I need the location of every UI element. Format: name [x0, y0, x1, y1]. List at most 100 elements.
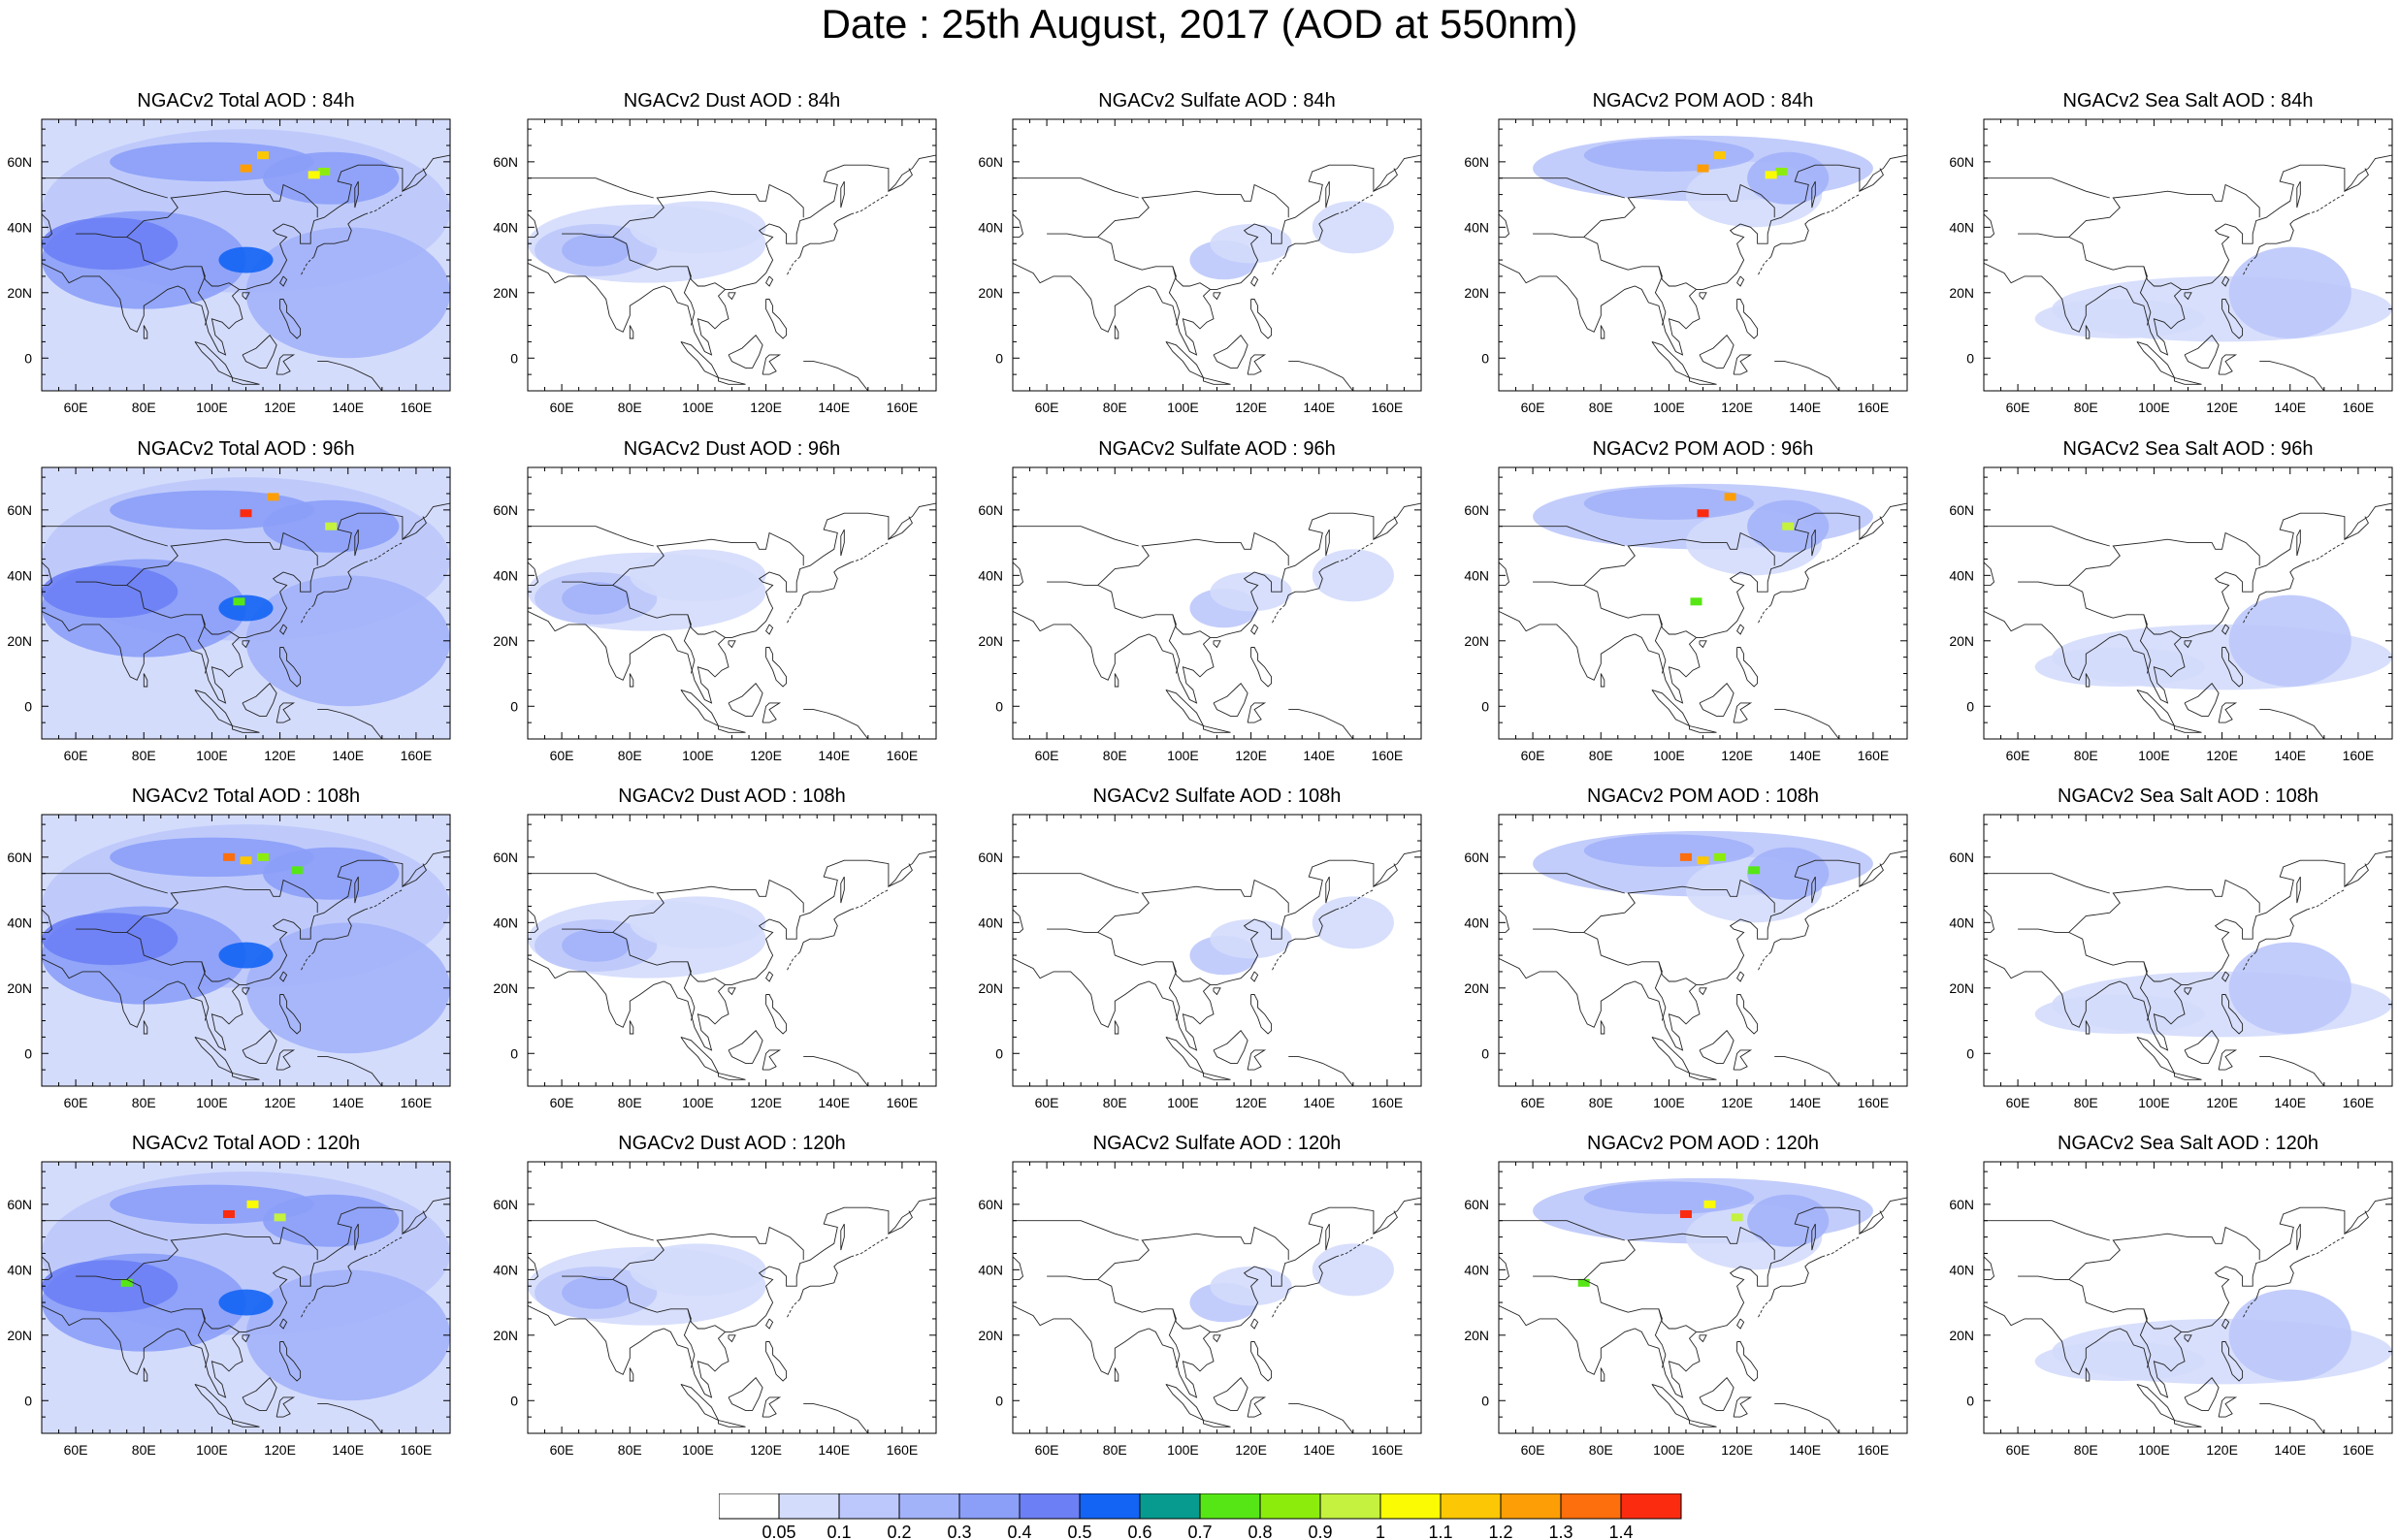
island-chain: [786, 951, 801, 973]
coastline: [803, 1403, 936, 1433]
lon-tick-label: 100E: [2138, 1095, 2170, 1110]
lon-tick-label: 60E: [64, 400, 88, 415]
coastline: [1247, 1396, 1267, 1418]
coastline: [1203, 725, 1231, 733]
coastline: [1699, 1377, 1734, 1411]
coastline: [2174, 1073, 2202, 1080]
coastline: [1499, 873, 1625, 894]
coastline: [2136, 340, 2176, 379]
coastline: [2018, 581, 2182, 638]
coastline: [2259, 361, 2392, 391]
coastline: [2255, 1256, 2308, 1299]
coastline: [2218, 354, 2238, 375]
lat-tick-label: 60N: [1464, 1197, 1489, 1212]
lon-tick-label: 100E: [682, 1442, 714, 1458]
lat-tick-label: 20N: [7, 633, 32, 649]
coastline: [2184, 1030, 2220, 1064]
coastline: [2184, 335, 2220, 369]
aod-patch: [2034, 994, 2206, 1035]
island-chain: [2307, 889, 2346, 911]
aod-field: [1013, 815, 1421, 1086]
lon-tick-label: 60E: [2006, 748, 2030, 763]
colorbar-swatch: [1319, 1493, 1381, 1520]
panel-title-dust: NGACv2 Dust AOD : 108h: [618, 786, 846, 807]
map-panel-total: 60E 80E 100E 120E 140E 160E 60N 40N 20N 0: [7, 118, 451, 415]
coastline: [242, 683, 277, 717]
aod-field: [1013, 119, 1421, 391]
coastline: [765, 624, 774, 635]
coastline: [242, 987, 250, 996]
panel-title-total: NGACv2 Total AOD : 108h: [131, 786, 361, 807]
lat-tick-label: 40N: [978, 1262, 1003, 1277]
coastline: [313, 561, 366, 605]
coastline: [2085, 325, 2091, 339]
coastline: [402, 863, 427, 887]
lon-tick-label: 100E: [1653, 748, 1685, 763]
lon-tick-label: 120E: [1721, 1095, 1753, 1110]
panel-title-pom: NGACv2 POM AOD : 84h: [1592, 90, 1814, 112]
lat-tick-label: 0: [510, 698, 518, 714]
coastline: [42, 873, 168, 894]
lon-tick-label: 60E: [2006, 1442, 2030, 1458]
coastline: [276, 1396, 296, 1418]
lon-tick-label: 60E: [1521, 1442, 1545, 1458]
coastline: [1499, 909, 1510, 933]
coastline: [1114, 673, 1119, 688]
lat-tick-label: 0: [1966, 1045, 1974, 1061]
lat-tick-label: 40N: [493, 567, 518, 583]
lon-tick-label: 120E: [264, 400, 296, 415]
coastline: [1736, 971, 1745, 982]
lat-tick-label: 60N: [1949, 502, 1974, 518]
coastline: [242, 1377, 277, 1411]
lat-tick-label: 60N: [1949, 850, 1974, 865]
coastline: [888, 863, 913, 887]
panel-title-pom: NGACv2 POM AOD : 108h: [1587, 786, 1819, 807]
coastline: [1699, 292, 1707, 301]
lat-tick-label: 40N: [978, 914, 1003, 930]
coastline: [1533, 581, 1697, 638]
coastline: [2221, 971, 2230, 982]
coastline: [1288, 709, 1421, 739]
coastline: [1499, 1197, 1907, 1398]
colorbar-swatch: [958, 1493, 1021, 1520]
lat-tick-label: 0: [1481, 698, 1489, 714]
aod-patch: [2228, 594, 2351, 688]
lon-tick-label: 140E: [1303, 400, 1335, 415]
island-chain: [786, 604, 801, 626]
coastline: [42, 561, 53, 586]
coastline: [799, 213, 852, 257]
coastline: [1733, 354, 1753, 375]
coastline: [2018, 928, 2182, 985]
aod-patch: [1312, 896, 1394, 949]
lon-tick-label: 140E: [2274, 1442, 2306, 1458]
island-chain: [2307, 542, 2346, 563]
coastline: [232, 377, 260, 385]
aod-patch: [562, 929, 631, 962]
map-panel-sulfate: 60E 80E 100E 120E 140E 160E 60N 40N 20N 0: [978, 118, 1422, 415]
coastline: [354, 1223, 359, 1251]
aod-patch: [2228, 942, 2351, 1035]
panel-title-sea-salt: NGACv2 Sea Salt AOD : 120h: [2057, 1133, 2319, 1154]
lat-tick-label: 60N: [1464, 154, 1489, 170]
coastline: [528, 502, 936, 704]
aod-patch: [218, 246, 274, 273]
coastline: [1770, 213, 1823, 257]
panel-title-pom: NGACv2 POM AOD : 120h: [1587, 1133, 1819, 1154]
coastline: [680, 1383, 720, 1422]
island-chain: [1336, 542, 1375, 563]
lon-tick-label: 60E: [1035, 400, 1059, 415]
lon-tick-label: 140E: [332, 1095, 364, 1110]
coastline: [1114, 1020, 1119, 1035]
map-panel-total: 60E 80E 100E 120E 140E 160E 60N 40N 20N 0: [7, 814, 451, 1110]
coastline: [1013, 561, 1024, 586]
lat-tick-label: 60N: [978, 1197, 1003, 1212]
coastline: [683, 1308, 696, 1368]
coastline: [728, 683, 763, 717]
coastline: [1097, 183, 1289, 238]
figure-title: Date : 25th August, 2017 (AOD at 550nm): [821, 1, 1578, 47]
coastline: [197, 614, 210, 674]
island-chain: [300, 1299, 315, 1320]
coastline: [2184, 987, 2192, 996]
aod-field: [1499, 1162, 1907, 1433]
lat-tick-label: 40N: [978, 219, 1003, 235]
